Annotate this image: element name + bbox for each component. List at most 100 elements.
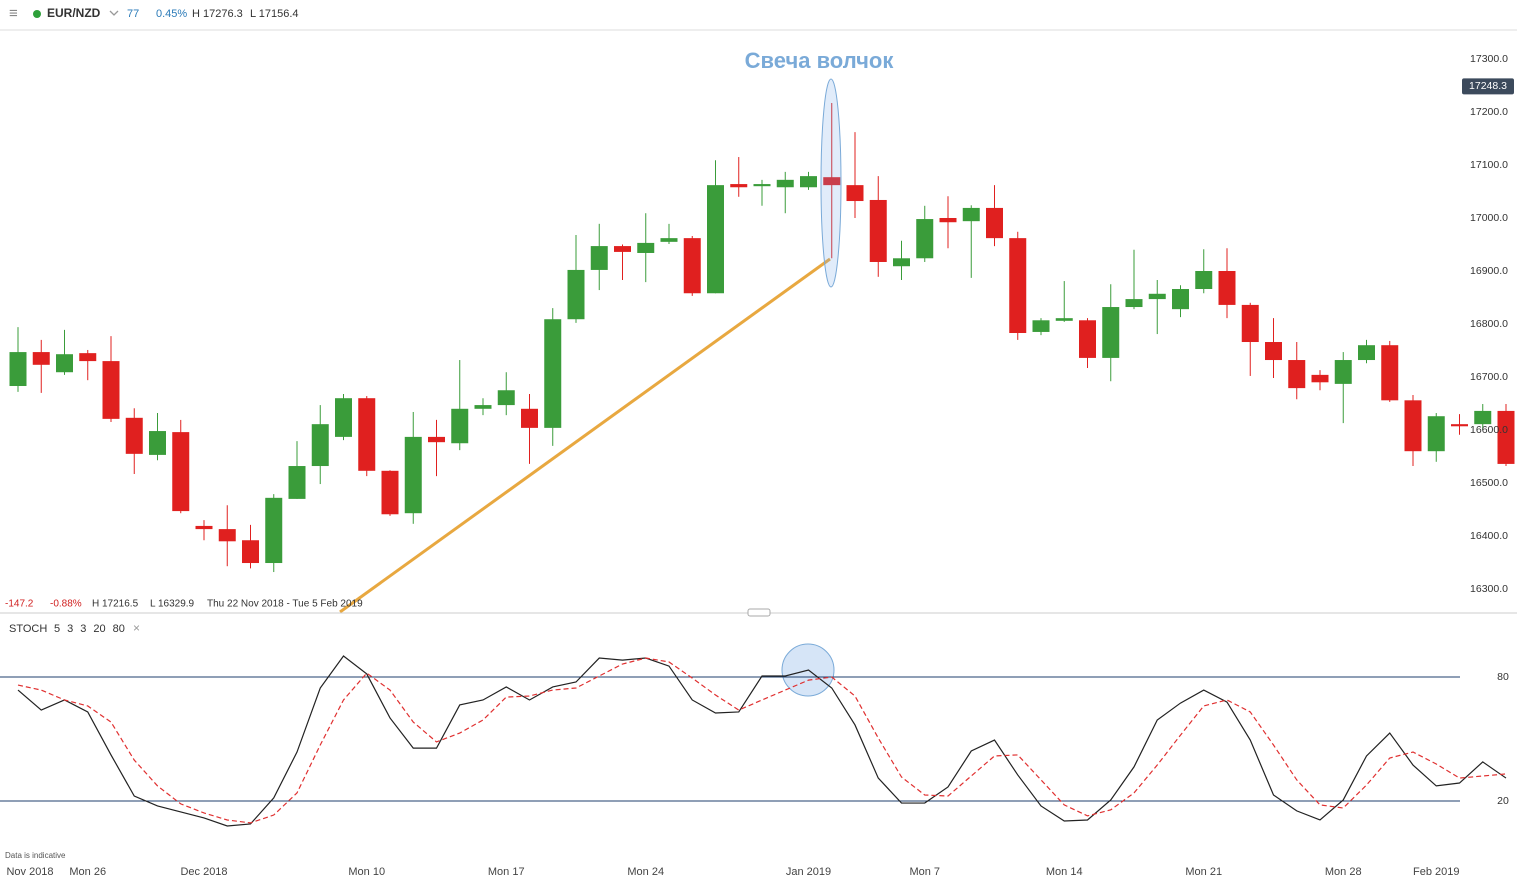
x-tick-label: Jan 2019 — [786, 866, 831, 878]
candle-body — [335, 398, 352, 437]
candle-body — [800, 176, 817, 188]
candle-body — [474, 405, 492, 409]
indicator-close[interactable]: × — [133, 621, 140, 635]
candle-body — [893, 258, 910, 267]
candle-body — [265, 497, 283, 564]
candle-body — [1009, 238, 1027, 334]
y-tick-label: 17300.0 — [1470, 53, 1508, 65]
candle-body — [311, 424, 329, 467]
candle-body — [730, 184, 748, 188]
candle-body — [637, 242, 655, 253]
candle-body — [1265, 342, 1282, 361]
candle-body — [195, 525, 213, 530]
candle-body — [1404, 400, 1422, 452]
candle-body — [1381, 345, 1399, 401]
candle-body — [962, 207, 980, 222]
y-tick-label: 17000.0 — [1470, 212, 1508, 224]
candle-body — [1334, 360, 1352, 384]
candle-body — [753, 184, 771, 187]
y-tick-label: 16500.0 — [1470, 477, 1508, 489]
session-low: L 17156.4 — [250, 8, 299, 20]
candle-body — [614, 246, 631, 252]
x-tick-label: Mon 10 — [348, 866, 385, 878]
candle-body — [916, 219, 934, 259]
candle-body — [1079, 320, 1096, 358]
candle-body — [172, 432, 190, 512]
indicator-params: 5 3 3 20 80 — [54, 623, 125, 635]
candle-body — [79, 353, 97, 362]
candle-body — [1358, 345, 1375, 361]
footnote: Data is indicative — [5, 851, 66, 860]
candle-body — [1241, 304, 1259, 343]
menu-icon[interactable]: ≡ — [9, 5, 18, 22]
candle-body — [218, 529, 236, 542]
indicator-param: 5 — [54, 623, 60, 635]
trend-line — [339, 257, 831, 614]
x-tick-label: Mon 17 — [488, 866, 525, 878]
candle-body — [125, 417, 143, 454]
annotation: Свеча волчок — [745, 48, 895, 73]
x-tick-label: Mon 24 — [627, 866, 664, 878]
range-dates: Thu 22 Nov 2018 - Tue 5 Feb 2019 — [207, 599, 363, 610]
candle-body — [1148, 293, 1166, 300]
candle-body — [56, 354, 73, 373]
candle-body — [823, 177, 841, 186]
stoch-line — [17, 655, 1507, 827]
x-tick-label: Mon 26 — [69, 866, 106, 878]
candle-body — [986, 207, 1003, 239]
candle-body — [707, 185, 724, 294]
resize-handle[interactable] — [747, 608, 771, 617]
candle-body — [242, 540, 259, 564]
y-tick-label: 17200.0 — [1470, 106, 1508, 118]
range-low: L 16329.9 — [150, 599, 195, 610]
symbol[interactable]: EUR/NZD — [47, 6, 101, 20]
y-tick-label: 80 — [1497, 671, 1509, 683]
symbol-chevron[interactable] — [109, 10, 119, 16]
y-tick-label: 17100.0 — [1470, 159, 1508, 171]
candle-body — [1125, 299, 1143, 308]
candle-body — [1195, 270, 1213, 290]
y-tick-label: 16300.0 — [1470, 583, 1508, 595]
candle-body — [497, 390, 515, 406]
candle-body — [683, 238, 701, 294]
x-tick-label: Mon 7 — [909, 866, 940, 878]
y-tick-label: 16900.0 — [1470, 265, 1508, 277]
indicator-param: 20 — [93, 623, 105, 635]
candle-body — [32, 352, 50, 365]
candle-body — [1497, 410, 1515, 464]
range-change: -147.2 — [5, 599, 34, 610]
y-tick-label: 16400.0 — [1470, 530, 1508, 542]
candle-body — [521, 408, 538, 428]
candle-body — [590, 246, 608, 270]
candle-body — [404, 436, 422, 514]
candles — [9, 102, 1515, 573]
last-value: 77 — [127, 8, 139, 20]
candle-body — [428, 436, 445, 443]
x-tick-label: Mon 14 — [1046, 866, 1083, 878]
header: ≡ EUR/NZD 77 0.45% H 17276.3 L 17156.4 — [9, 5, 299, 22]
candle-body — [660, 238, 678, 242]
x-tick-label: Nov 2018 — [6, 866, 53, 878]
candle-body — [288, 466, 306, 499]
x-tick-label: Feb 2019 — [1413, 866, 1459, 878]
candle-body — [846, 185, 864, 202]
candle-body — [102, 361, 120, 419]
last-price-tag — [1462, 78, 1514, 95]
indicator-param: 3 — [67, 623, 73, 635]
candle-body — [381, 470, 399, 515]
candle-body — [544, 319, 562, 428]
y-tick-label: 16800.0 — [1470, 318, 1508, 330]
indicator-param: 80 — [113, 623, 125, 635]
candle-body — [149, 431, 166, 455]
candle-body — [1218, 270, 1236, 305]
x-tick-label: Mon 21 — [1185, 866, 1222, 878]
candle-body — [939, 217, 957, 223]
x-tick-label: Dec 2018 — [180, 866, 227, 878]
status-dot — [33, 10, 41, 18]
stoch-line — [17, 657, 1507, 824]
y-tick-label: 20 — [1497, 795, 1509, 807]
candle-body — [1102, 307, 1120, 358]
indicator-param: 3 — [80, 623, 86, 635]
